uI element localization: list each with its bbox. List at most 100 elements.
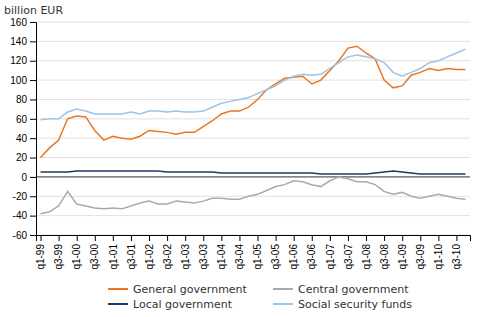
y-tick-mark [30, 22, 36, 23]
y-tick: 60 [16, 114, 36, 125]
x-tick-mark [348, 235, 349, 241]
x-tick-mark [203, 235, 204, 241]
x-axis: q1-99 q3-99 q1-00 q3-00 q1-01 q3-01 q1-02 q3-02… [35, 235, 470, 270]
y-tick-label: 120 [10, 55, 27, 66]
y-tick: 0 [21, 172, 36, 183]
x-tick: q1-07 [325, 235, 336, 270]
lines [41, 46, 466, 213]
x-tick: q3-07 [343, 235, 354, 270]
x-tick-mark [95, 235, 96, 241]
x-tick: q3-03 [198, 235, 209, 270]
x-tick-mark [276, 235, 277, 241]
y-tick-label: 20 [16, 152, 28, 163]
x-tick-label: q3-04 [234, 244, 245, 270]
x-tick-label: q3-06 [306, 244, 317, 270]
x-tick: q1-08 [361, 235, 372, 270]
y-tick-label: 40 [16, 133, 28, 144]
legend-swatch [273, 303, 293, 305]
series-line [41, 49, 466, 120]
x-tick-mark [402, 235, 403, 241]
x-tick-label: q1-00 [71, 244, 82, 270]
x-tick: q1-00 [71, 235, 82, 270]
x-tick: q1-03 [180, 235, 191, 270]
x-tick: q1-10 [433, 235, 444, 270]
x-tick-label: q1-07 [325, 244, 336, 270]
y-tick-label: 80 [16, 94, 28, 105]
x-tick-label: q1-03 [180, 244, 191, 270]
y-tick: 40 [16, 133, 36, 144]
x-axis-line [37, 236, 471, 242]
legend-label: General government [133, 283, 248, 296]
x-tick: q1-06 [288, 235, 299, 270]
x-tick-mark [77, 235, 78, 241]
x-tick-mark [312, 235, 313, 241]
grid [36, 22, 470, 235]
x-tick-label: q1-09 [397, 244, 408, 270]
legend-swatch [108, 303, 128, 305]
y-tick: -40 [13, 210, 36, 221]
y-axis-title: billion EUR [4, 4, 63, 17]
y-tick: 120 [10, 55, 36, 66]
x-tick: q1-05 [252, 235, 263, 270]
x-tick-label: q1-04 [216, 244, 227, 270]
grid-line [36, 60, 470, 61]
x-tick: q3-99 [53, 235, 64, 270]
legend-label: Central government [298, 283, 409, 296]
x-tick: q3-01 [126, 235, 137, 270]
x-tick-label: q1-10 [433, 244, 444, 270]
x-tick: q3-06 [306, 235, 317, 270]
legend-item: Central government [273, 283, 409, 296]
y-tick-mark [30, 138, 36, 139]
legend: General government Central government Loca… [108, 283, 412, 311]
grid-line [36, 157, 470, 158]
x-tick: q1-09 [397, 235, 408, 270]
y-tick: 140 [10, 36, 36, 47]
x-tick-mark [149, 235, 150, 241]
legend-item: General government [108, 283, 248, 296]
y-tick-label: 160 [10, 17, 27, 28]
x-tick: q3-02 [162, 235, 173, 270]
y-tick: 160 [10, 17, 36, 28]
legend-item: Social security funds [273, 298, 412, 311]
plot-area: -60 -40 -20 0 20 40 60 80 100 120 140 160 q1-99 q3-99… [10, 17, 470, 270]
y-tick-label: -20 [13, 191, 28, 202]
y-tick: -60 [13, 230, 36, 241]
x-tick-mark [221, 235, 222, 241]
x-tick: q3-00 [89, 235, 100, 270]
series-line [41, 177, 466, 214]
grid-line [36, 22, 470, 23]
legend-swatch [273, 288, 293, 290]
legend-item: Local government [108, 298, 233, 311]
x-tick-mark [366, 235, 367, 241]
y-tick: 100 [10, 75, 36, 86]
legend-swatch [108, 288, 128, 290]
x-tick-mark [294, 235, 295, 241]
x-tick-mark [420, 235, 421, 241]
x-tick-mark [131, 235, 132, 241]
x-tick: q1-01 [108, 235, 119, 270]
x-tick-mark [456, 235, 457, 241]
x-tick-label: q3-03 [198, 244, 209, 270]
x-tick-label: q1-08 [361, 244, 372, 270]
x-tick-mark [330, 235, 331, 241]
y-tick: 20 [16, 152, 36, 163]
legend-label: Local government [133, 298, 233, 311]
y-tick-mark [30, 177, 36, 178]
chart-container: -60 -40 -20 0 20 40 60 80 100 120 140 160 q1-99 q3-99… [0, 0, 482, 317]
x-tick-label: q3-08 [379, 244, 390, 270]
y-tick-label: 0 [21, 172, 27, 183]
y-tick: 80 [16, 94, 36, 105]
x-tick: q3-05 [270, 235, 281, 270]
x-tick-mark [438, 235, 439, 241]
x-tick-label: q1-01 [108, 244, 119, 270]
grid-line [36, 118, 470, 119]
series-line [41, 46, 466, 157]
grid-line [36, 176, 470, 177]
x-tick-mark [167, 235, 168, 241]
x-tick-label: q3-02 [162, 244, 173, 270]
grid-line [36, 41, 470, 42]
x-tick-label: q1-99 [35, 244, 46, 270]
x-tick: q1-02 [144, 235, 155, 270]
x-tick-mark [41, 235, 42, 241]
legend-label: Social security funds [298, 298, 412, 311]
